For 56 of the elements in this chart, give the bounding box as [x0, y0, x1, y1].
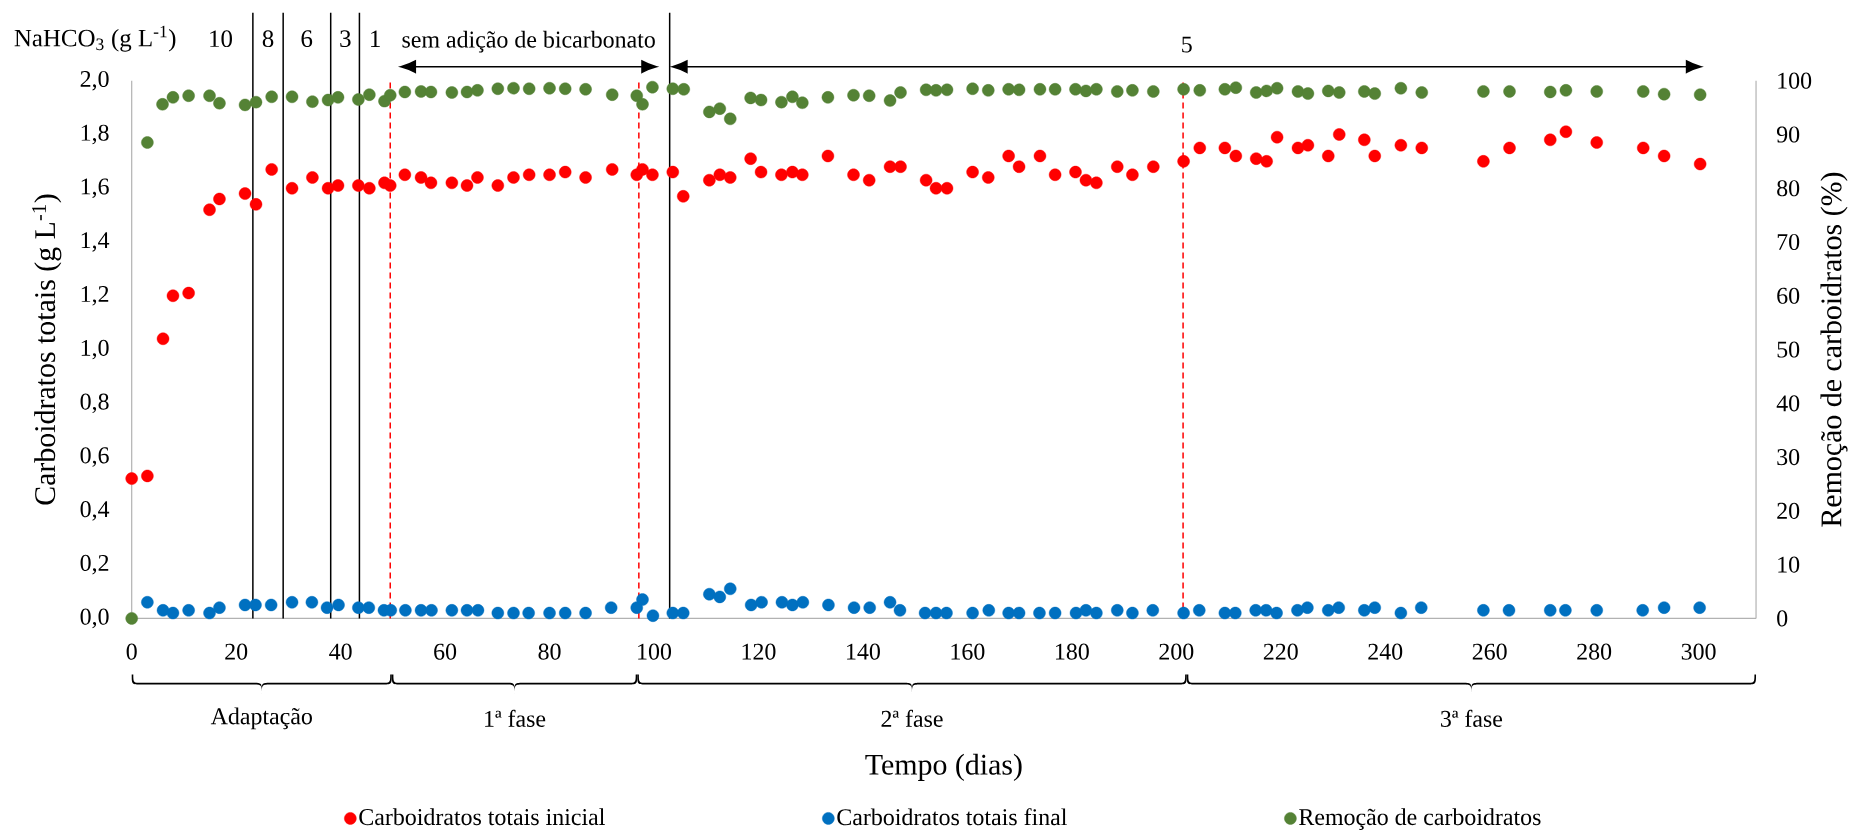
x-tick-label: 40 [329, 643, 352, 660]
x-tick-label: 180 [1055, 643, 1089, 660]
y-tick-label: 0,8 [80, 393, 109, 414]
x-tick-label: 260 [1472, 643, 1507, 660]
x-tick-label: 0 [126, 643, 137, 660]
text: 3 [340, 30, 351, 48]
y-tick-label: 0,6 [80, 447, 109, 467]
y2-tick-label: 10 [1778, 556, 1800, 573]
legend-label: Carboidratos totais inicial [359, 808, 605, 826]
y-tick-label: 2,0 [80, 70, 109, 91]
text: 5 [1182, 36, 1192, 53]
text: sem adição de bicarbonato [402, 30, 655, 53]
y2-tick-label: 20 [1777, 502, 1800, 519]
x-tick-label: 300 [1681, 643, 1716, 660]
y2-axis-title: Remoção de carboidratos (%) [1820, 172, 1848, 527]
x-axis-title: Tempo (dias) [865, 753, 1022, 781]
y-tick-label: 0,4 [80, 501, 110, 521]
text: 1 [371, 30, 380, 47]
text: 1ª fase [485, 709, 546, 727]
legend-label: Carboidratos totais final [837, 808, 1067, 826]
x-tick-label: 80 [538, 643, 561, 660]
x-tick-label: 280 [1577, 643, 1612, 660]
y-tick-label: 1,8 [81, 124, 109, 145]
text: 10 [210, 30, 232, 48]
text: 3ª fase [1441, 709, 1503, 727]
y2-tick-label: 80 [1777, 180, 1800, 197]
y-tick-label: 1,0 [81, 339, 109, 360]
y-tick-label: 1,2 [81, 286, 109, 306]
y2-tick-label: 90 [1776, 126, 1800, 143]
y2-tick-label: 0 [1777, 610, 1788, 627]
x-tick-label: 160 [951, 643, 985, 660]
x-tick-label: 100 [638, 643, 672, 660]
y2-tick-label: 30 [1777, 449, 1800, 466]
x-tick-label: 60 [434, 643, 457, 660]
y2-tick-label: 70 [1777, 233, 1800, 251]
text: NaHCO$_{3}$ (g L$^{-1}$) [14, 25, 176, 52]
x-tick-label: 20 [225, 643, 248, 660]
x-tick-label: 220 [1263, 643, 1298, 660]
y-tick-label: 1,6 [81, 178, 109, 198]
y-axis-title: Carboidratos totais (g L$^{-1}$) [32, 194, 62, 505]
x-tick-label: 140 [847, 643, 880, 660]
text: 8 [262, 30, 274, 48]
y-tick-label: 0,0 [80, 608, 109, 629]
y2-tick-label: 40 [1776, 395, 1800, 412]
text: Adaptação [210, 707, 312, 730]
legend-label: Remoção de carboidratos [1299, 808, 1541, 830]
y2-tick-label: 50 [1777, 341, 1800, 358]
x-tick-label: 120 [742, 643, 776, 660]
x-tick-label: 240 [1368, 643, 1403, 660]
text: 6 [301, 30, 313, 48]
text: 2ª fase [881, 709, 943, 727]
y2-tick-label: 60 [1777, 287, 1800, 304]
x-tick-label: 200 [1159, 643, 1194, 660]
y-tick-label: 0,2 [80, 554, 109, 575]
y-tick-label: 1,4 [81, 232, 110, 252]
y2-tick-label: 100 [1778, 72, 1812, 89]
